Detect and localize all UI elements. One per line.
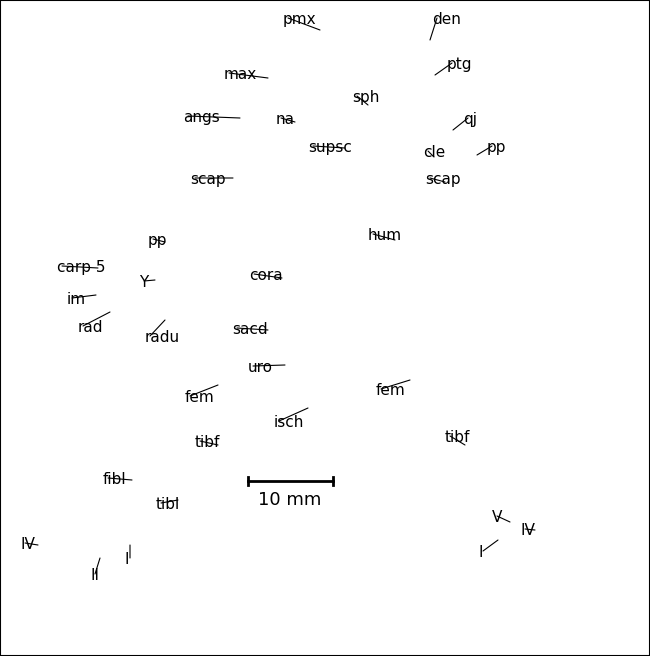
Text: fem: fem xyxy=(185,390,214,405)
Text: tibf: tibf xyxy=(195,435,220,450)
Text: hum: hum xyxy=(368,228,402,243)
Text: rad: rad xyxy=(78,320,103,335)
Text: sph: sph xyxy=(352,90,380,105)
Text: IV: IV xyxy=(20,537,35,552)
Text: scap: scap xyxy=(425,172,461,187)
Text: pp: pp xyxy=(487,140,506,155)
Text: I: I xyxy=(478,545,482,560)
Text: cora: cora xyxy=(249,268,283,283)
Text: II: II xyxy=(90,568,99,583)
Text: Y: Y xyxy=(139,275,148,290)
Text: im: im xyxy=(67,292,86,307)
Text: V: V xyxy=(492,510,502,525)
Text: I: I xyxy=(125,552,129,567)
Text: tibl: tibl xyxy=(156,497,180,512)
Text: pp: pp xyxy=(148,233,168,248)
Text: max: max xyxy=(224,67,257,82)
Text: tibf: tibf xyxy=(445,430,471,445)
Text: supsc: supsc xyxy=(308,140,352,155)
Text: ptg: ptg xyxy=(447,57,473,72)
Text: carp 5: carp 5 xyxy=(57,260,105,275)
Text: uro: uro xyxy=(248,360,273,375)
Text: isch: isch xyxy=(274,415,304,430)
Text: fibl: fibl xyxy=(103,472,127,487)
Text: pmx: pmx xyxy=(283,12,317,27)
Text: IV: IV xyxy=(520,523,535,538)
Text: na: na xyxy=(276,112,295,127)
Text: sacd: sacd xyxy=(232,322,268,337)
Text: qj: qj xyxy=(463,112,477,127)
Text: angs: angs xyxy=(183,110,220,125)
Text: radu: radu xyxy=(145,330,180,345)
Text: scap: scap xyxy=(190,172,226,187)
Text: 10 mm: 10 mm xyxy=(258,491,322,509)
Text: cle: cle xyxy=(423,145,445,160)
Text: fem: fem xyxy=(376,383,406,398)
Text: den: den xyxy=(432,12,461,27)
